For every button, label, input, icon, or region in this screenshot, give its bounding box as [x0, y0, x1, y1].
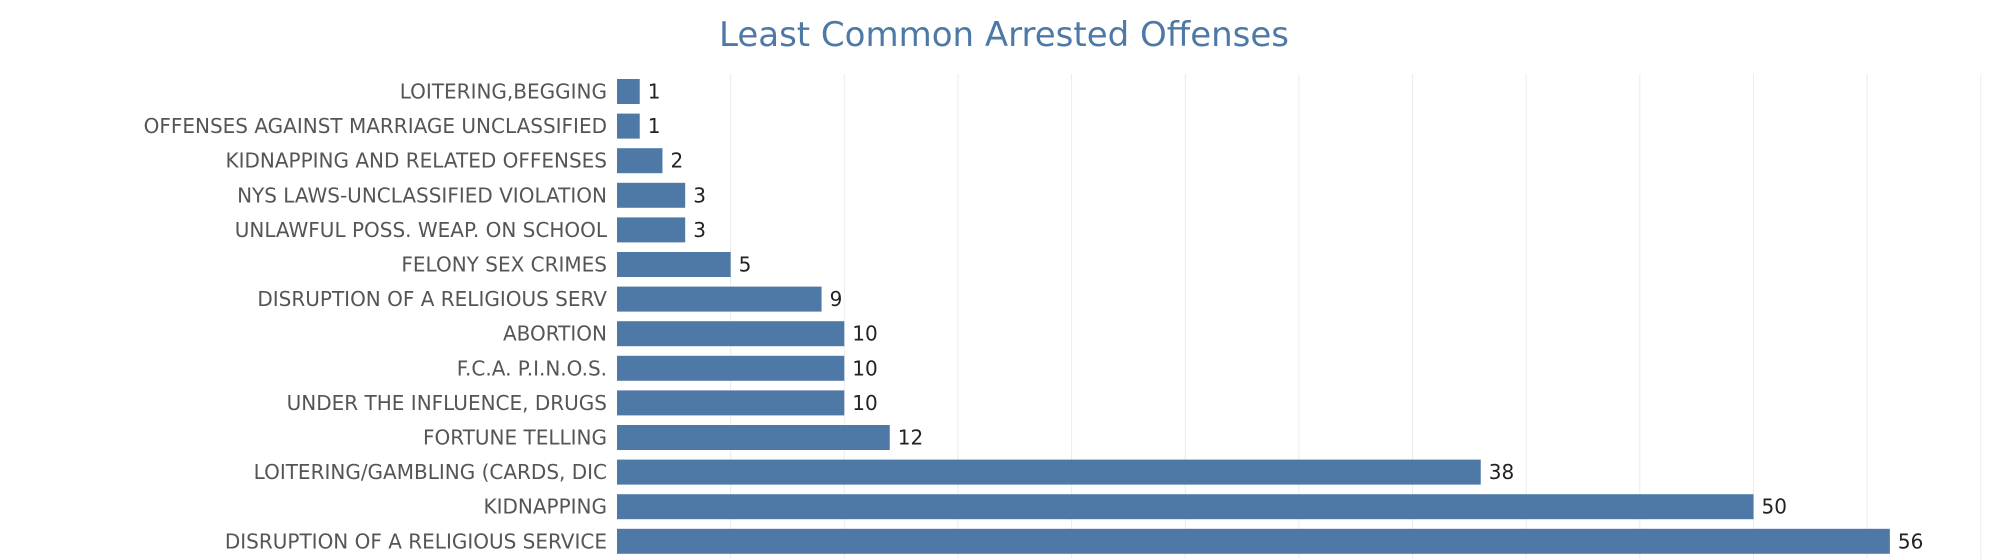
value-label: 10 [852, 356, 877, 380]
bar [617, 390, 845, 416]
value-label: 56 [1898, 529, 1923, 553]
value-label: 2 [670, 149, 683, 173]
category-label: KIDNAPPING AND RELATED OFFENSES [225, 149, 607, 173]
value-label: 50 [1762, 495, 1787, 519]
bars [617, 79, 1890, 554]
category-label: FELONY SEX CRIMES [401, 253, 607, 277]
bar [617, 252, 731, 277]
bar [617, 355, 845, 381]
bar [617, 148, 663, 174]
bar [617, 113, 640, 139]
value-label: 12 [898, 426, 923, 450]
chart-title: Least Common Arrested Offenses [719, 15, 1289, 55]
category-label: LOITERING,BEGGING [400, 80, 607, 104]
category-label: LOITERING/GAMBLING (CARDS, DIC [254, 460, 607, 484]
value-label: 5 [739, 253, 752, 277]
category-label: F.C.A. P.I.N.O.S. [457, 356, 607, 380]
value-label: 3 [693, 218, 706, 242]
category-label: FORTUNE TELLING [423, 426, 607, 450]
value-label: 1 [648, 114, 661, 138]
bar [617, 79, 640, 104]
bar [617, 217, 686, 243]
value-label: 1 [648, 80, 661, 104]
category-label: KIDNAPPING [483, 495, 607, 519]
bar [617, 321, 845, 347]
category-label: NYS LAWS-UNCLASSIFIED VIOLATION [237, 183, 607, 207]
category-label: OFFENSES AGAINST MARRIAGE UNCLASSIFIED [144, 114, 607, 138]
category-label: ABORTION [503, 322, 607, 346]
value-label: 10 [852, 391, 877, 415]
bar [617, 494, 1754, 520]
bar [617, 182, 686, 208]
value-label: 3 [693, 183, 706, 207]
bar [617, 528, 1890, 554]
bar [617, 459, 1481, 485]
category-label: DISRUPTION OF A RELIGIOUS SERVICE [225, 529, 607, 553]
category-labels: LOITERING,BEGGING OFFENSES AGAINST MARRIA… [144, 80, 608, 554]
value-label: 9 [830, 287, 843, 311]
value-label: 10 [852, 322, 877, 346]
bar [617, 286, 822, 312]
gridlines [730, 74, 1982, 559]
value-label: 38 [1489, 460, 1514, 484]
bar [617, 425, 890, 450]
category-label: UNLAWFUL POSS. WEAP. ON SCHOOL [235, 218, 608, 242]
category-label: UNDER THE INFLUENCE, DRUGS [287, 391, 607, 415]
category-label: DISRUPTION OF A RELIGIOUS SERV [257, 287, 607, 311]
